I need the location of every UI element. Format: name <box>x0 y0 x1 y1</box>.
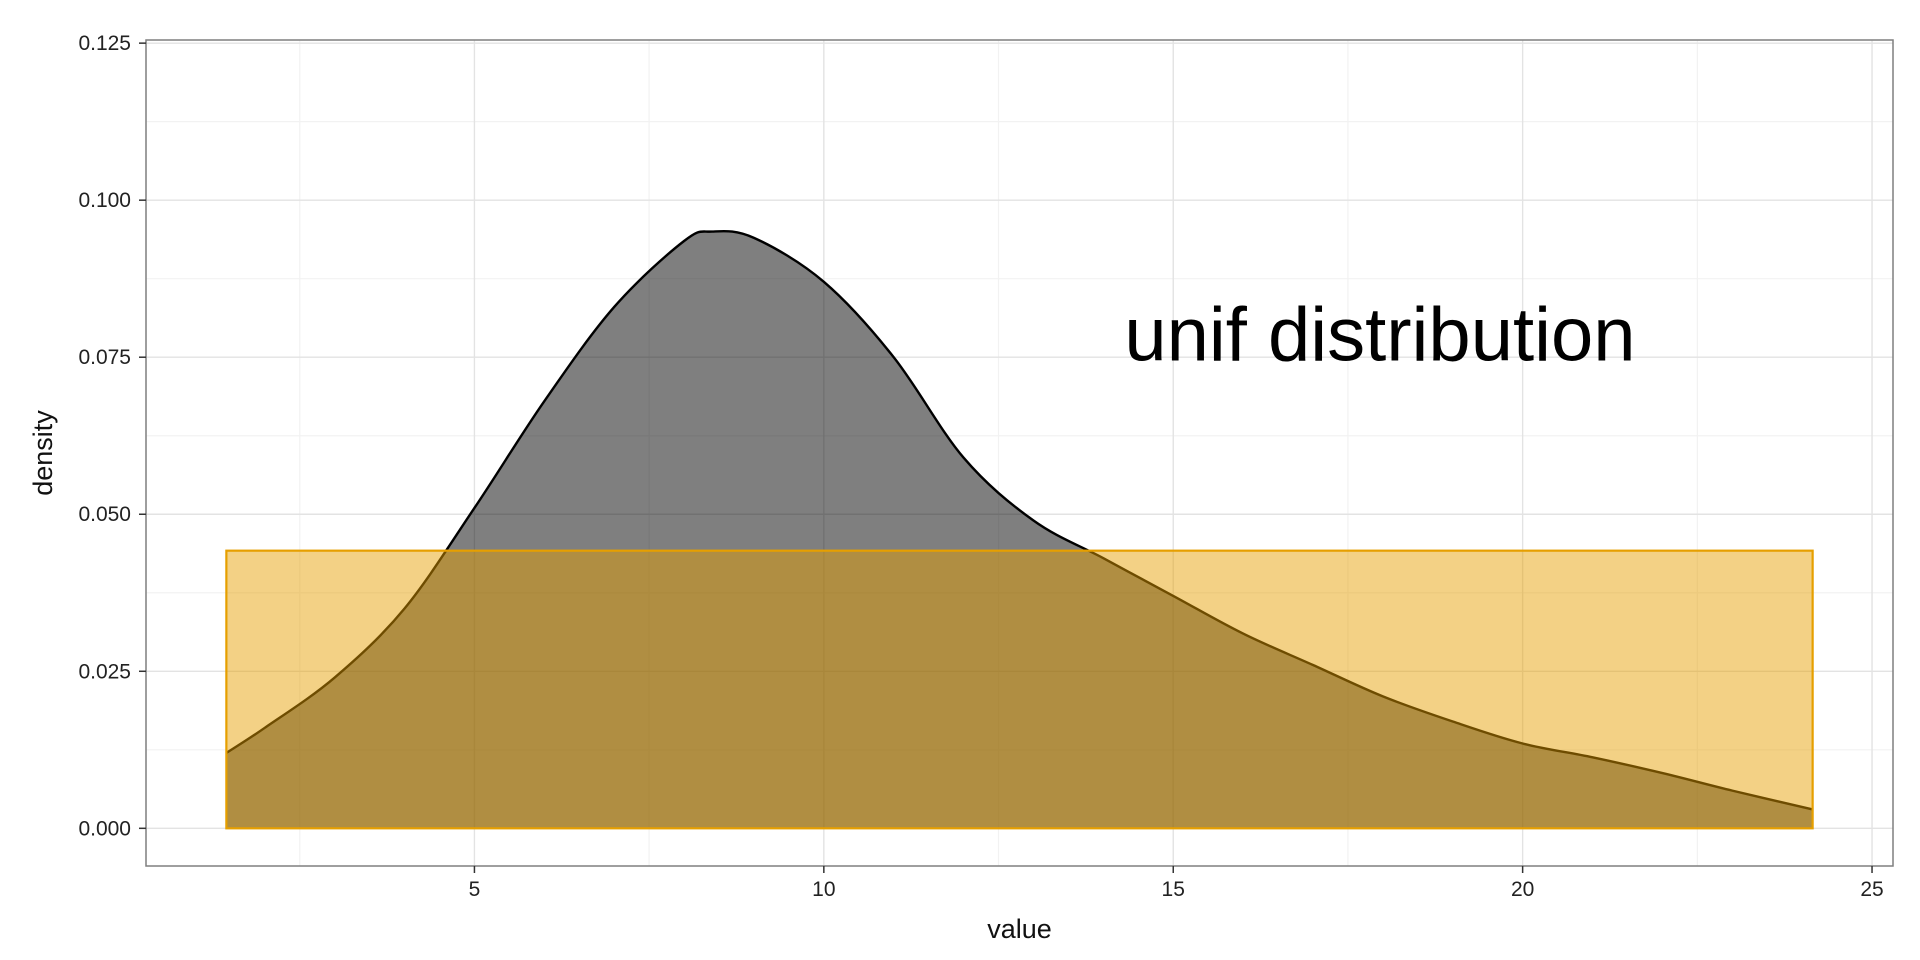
axes: 5 10 15 20 25 0.000 0.025 0.050 0.075 0.100 0.125 <box>78 32 1883 901</box>
y-axis-title: density <box>28 410 58 496</box>
x-tick-label: 25 <box>1860 878 1883 901</box>
plot-panel-border <box>145 39 1894 867</box>
series-layer <box>225 229 1814 830</box>
uniform-density-area <box>225 549 1814 830</box>
density-curve <box>225 229 1813 811</box>
x-tick-label: 10 <box>812 878 835 901</box>
density-area <box>226 231 1813 829</box>
x-tick-label: 15 <box>1162 878 1185 901</box>
y-tick-label: 0.075 <box>78 346 131 369</box>
y-tick-label: 0.125 <box>78 32 131 55</box>
x-axis-title: value <box>987 914 1052 944</box>
y-tick-label: 0.000 <box>78 817 131 840</box>
y-tick-label: 0.025 <box>78 660 131 683</box>
y-tick-label: 0.050 <box>78 503 131 526</box>
annotation-label: unif distribution <box>1124 292 1635 377</box>
y-tick-label: 0.100 <box>78 189 131 212</box>
x-tick-label: 5 <box>469 878 481 901</box>
x-tick-label: 20 <box>1511 878 1534 901</box>
